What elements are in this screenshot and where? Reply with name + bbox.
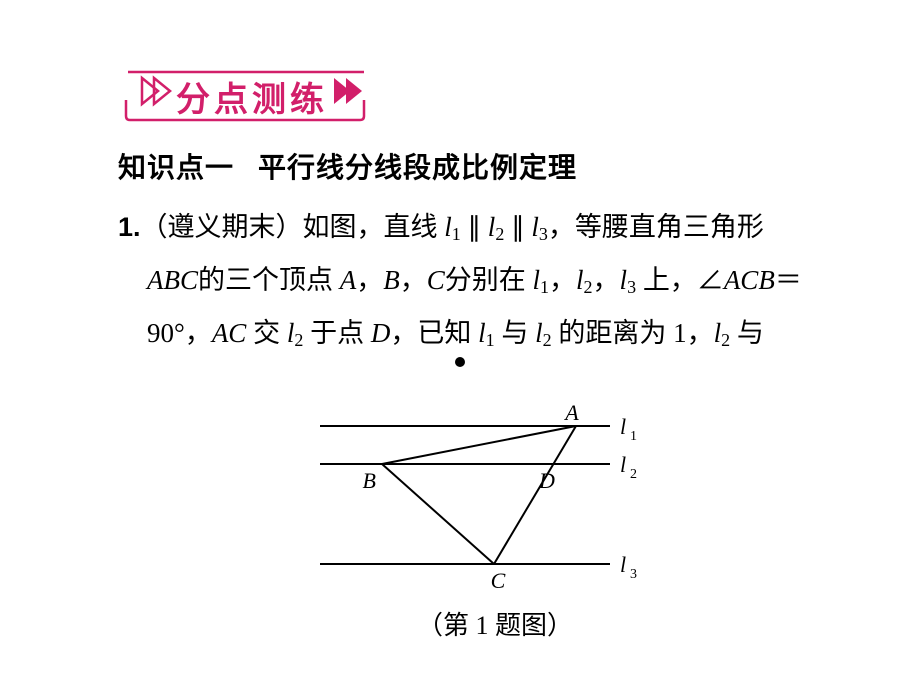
math-sub: 1: [486, 330, 495, 350]
svg-text:C: C: [491, 568, 506, 593]
math: A: [340, 265, 357, 295]
math-sub: 3: [539, 224, 548, 244]
section-header: 分点测练: [120, 70, 920, 130]
svg-text:D: D: [538, 468, 555, 493]
text: ，已知: [390, 318, 478, 348]
text: （: [141, 212, 168, 242]
text: ∥: [504, 212, 531, 242]
knowledge-point-title: 平行线分线段成比例定理: [258, 152, 577, 183]
svg-text:1: 1: [630, 429, 637, 444]
svg-text:l: l: [620, 452, 626, 477]
math: AC: [212, 318, 247, 348]
math: B: [383, 265, 400, 295]
math-sub: 2: [543, 330, 552, 350]
math-sub: 1: [452, 224, 461, 244]
svg-text:l: l: [620, 552, 626, 577]
svg-text:l: l: [620, 414, 626, 439]
math-sub: 2: [495, 224, 504, 244]
problem-1: 1.（遵义期末）如图，直线 l1 ∥ l2 ∥ l3，等腰直角三角形 ABC的三…: [118, 204, 810, 363]
text: 如图，直线: [303, 212, 445, 242]
svg-text:3: 3: [630, 567, 637, 582]
text: 的距离为 1，: [552, 318, 714, 348]
problem-source: 遵义期末: [168, 212, 276, 242]
text: ∥: [461, 212, 488, 242]
section-title: 分点测练: [176, 72, 328, 121]
figure-caption: （第 1 题图）: [310, 605, 680, 642]
math: C: [427, 265, 445, 295]
figure-svg: A B C D l1 l2 l3: [310, 398, 670, 598]
math-sub: 2: [721, 330, 730, 350]
math-l: l: [576, 265, 584, 295]
text: ，: [593, 265, 620, 295]
math-sub: 1: [540, 277, 549, 297]
knowledge-point-line: 知识点一平行线分线段成比例定理: [118, 146, 920, 186]
text: ，: [549, 265, 576, 295]
text: ）: [276, 212, 303, 242]
svg-text:2: 2: [630, 467, 637, 482]
text: 题图）: [489, 611, 574, 640]
text: （第: [417, 611, 476, 640]
text: 与: [495, 318, 536, 348]
problem-number: 1.: [118, 212, 141, 242]
math-l: l: [533, 265, 541, 295]
text: 上，∠: [636, 265, 724, 295]
math-l: l: [478, 318, 486, 348]
text: ，: [356, 265, 383, 295]
math-l: l: [531, 212, 539, 242]
text: 分别在: [445, 265, 533, 295]
math-l: l: [714, 318, 722, 348]
page-indicator-icon: [452, 354, 468, 370]
svg-text:B: B: [363, 468, 376, 493]
figure-1: A B C D l1 l2 l3 （第 1 题图）: [310, 398, 680, 642]
math-sub: 3: [627, 277, 636, 297]
text: ，: [400, 265, 427, 295]
math-l: l: [444, 212, 452, 242]
page: 分点测练 知识点一平行线分线段成比例定理 1.（遵义期末）如图，直线 l1 ∥ …: [0, 0, 920, 690]
math-l: l: [535, 318, 543, 348]
text: 的三个顶点: [198, 265, 340, 295]
text: 于点: [303, 318, 371, 348]
math-l: l: [620, 265, 628, 295]
text: ，等腰直角三角形: [548, 212, 764, 242]
svg-text:A: A: [563, 400, 579, 425]
knowledge-point-label: 知识点一: [118, 152, 234, 183]
math: ABC: [147, 265, 198, 295]
text: ＝: [775, 265, 802, 295]
math: D: [371, 318, 391, 348]
math-sub: 2: [294, 330, 303, 350]
text: 交: [246, 318, 287, 348]
text: 与: [730, 318, 764, 348]
math-sub: 2: [584, 277, 593, 297]
math: ACB: [724, 265, 775, 295]
text: 90°，: [147, 318, 212, 348]
text: 1: [476, 611, 489, 640]
